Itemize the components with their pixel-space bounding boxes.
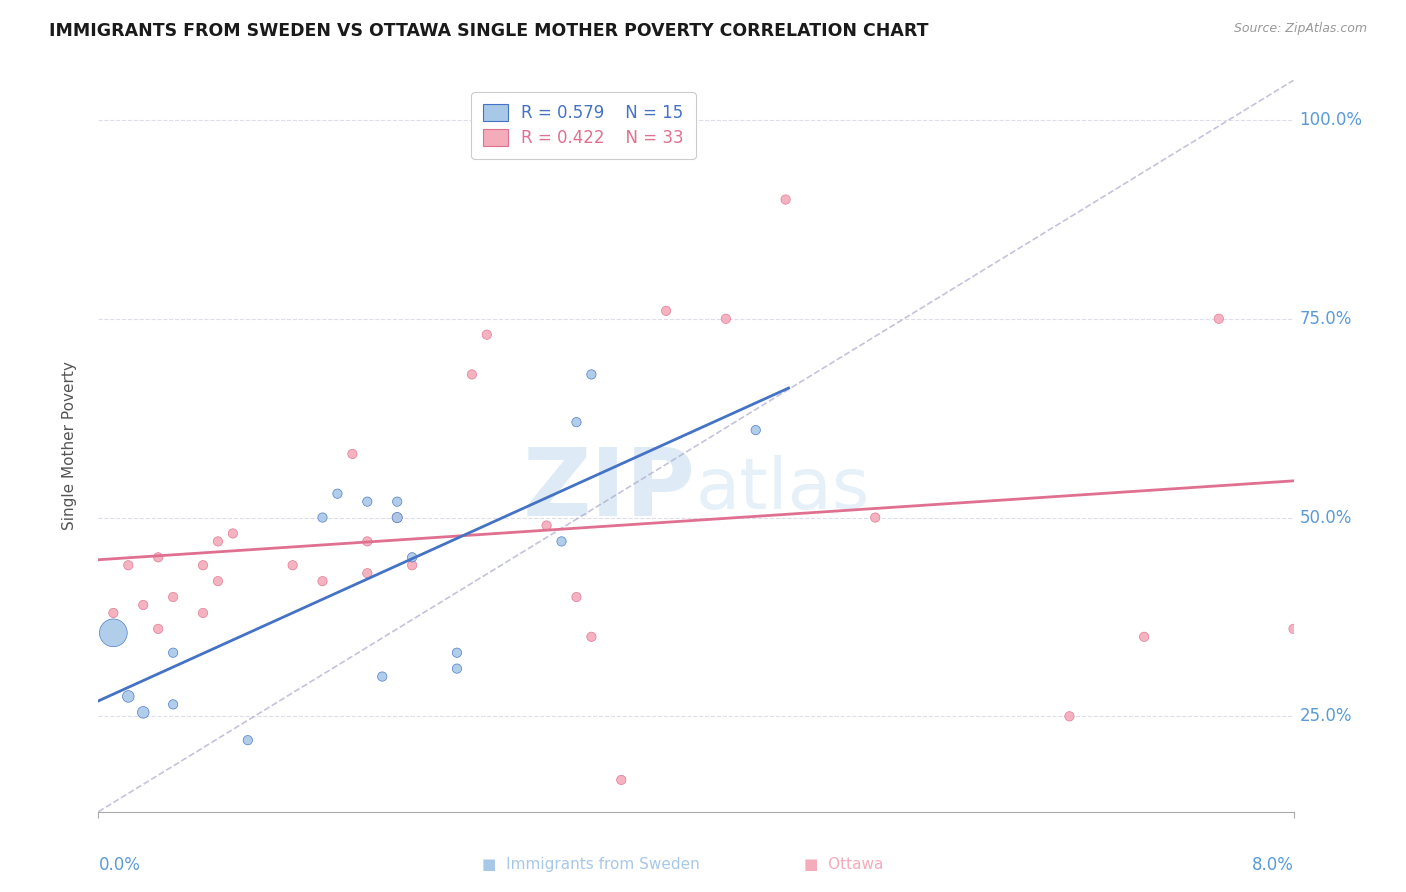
- Point: [446, 646, 468, 660]
- Point: [162, 646, 184, 660]
- Text: 75.0%: 75.0%: [1299, 310, 1353, 327]
- Text: ■  Ottawa: ■ Ottawa: [804, 857, 883, 872]
- Text: ZIP: ZIP: [523, 444, 696, 536]
- Point: [401, 550, 423, 565]
- Point: [281, 558, 304, 573]
- Point: [714, 311, 737, 326]
- Text: ■  Immigrants from Sweden: ■ Immigrants from Sweden: [482, 857, 699, 872]
- Text: 50.0%: 50.0%: [1299, 508, 1353, 526]
- Text: 0.0%: 0.0%: [98, 855, 141, 873]
- Point: [581, 630, 603, 644]
- Point: [446, 662, 468, 676]
- Point: [356, 494, 378, 508]
- Point: [385, 494, 409, 508]
- Point: [1133, 630, 1156, 644]
- Text: 8.0%: 8.0%: [1251, 855, 1294, 873]
- Point: [326, 486, 349, 500]
- Point: [1059, 709, 1081, 723]
- Point: [103, 625, 125, 640]
- Point: [311, 510, 333, 524]
- Point: [311, 574, 333, 589]
- Point: [117, 690, 139, 704]
- Point: [536, 518, 558, 533]
- Text: atlas: atlas: [696, 456, 870, 524]
- Point: [191, 558, 214, 573]
- Point: [1282, 622, 1305, 636]
- Point: [655, 303, 678, 318]
- Point: [610, 772, 633, 787]
- Point: [191, 606, 214, 620]
- Point: [865, 510, 887, 524]
- Point: [356, 534, 378, 549]
- Point: [236, 733, 259, 747]
- Point: [132, 706, 155, 720]
- Point: [385, 510, 409, 524]
- Point: [207, 574, 229, 589]
- Point: [117, 558, 139, 573]
- Point: [565, 590, 588, 604]
- Legend: R = 0.579    N = 15, R = 0.422    N = 33: R = 0.579 N = 15, R = 0.422 N = 33: [471, 92, 696, 159]
- Point: [775, 193, 797, 207]
- Point: [342, 447, 364, 461]
- Point: [103, 606, 125, 620]
- Point: [371, 669, 394, 683]
- Text: 100.0%: 100.0%: [1299, 111, 1362, 129]
- Point: [565, 415, 588, 429]
- Point: [550, 534, 572, 549]
- Point: [401, 558, 423, 573]
- Point: [475, 327, 498, 342]
- Point: [148, 550, 170, 565]
- Point: [222, 526, 245, 541]
- Text: Source: ZipAtlas.com: Source: ZipAtlas.com: [1233, 22, 1367, 36]
- Y-axis label: Single Mother Poverty: Single Mother Poverty: [62, 361, 77, 531]
- Text: 25.0%: 25.0%: [1299, 707, 1353, 725]
- Point: [162, 590, 184, 604]
- Point: [148, 622, 170, 636]
- Text: IMMIGRANTS FROM SWEDEN VS OTTAWA SINGLE MOTHER POVERTY CORRELATION CHART: IMMIGRANTS FROM SWEDEN VS OTTAWA SINGLE …: [49, 22, 929, 40]
- Point: [162, 698, 184, 712]
- Point: [461, 368, 484, 382]
- Point: [356, 566, 378, 581]
- Point: [385, 510, 409, 524]
- Point: [207, 534, 229, 549]
- Point: [581, 368, 603, 382]
- Point: [745, 423, 768, 437]
- Point: [132, 598, 155, 612]
- Point: [1208, 311, 1230, 326]
